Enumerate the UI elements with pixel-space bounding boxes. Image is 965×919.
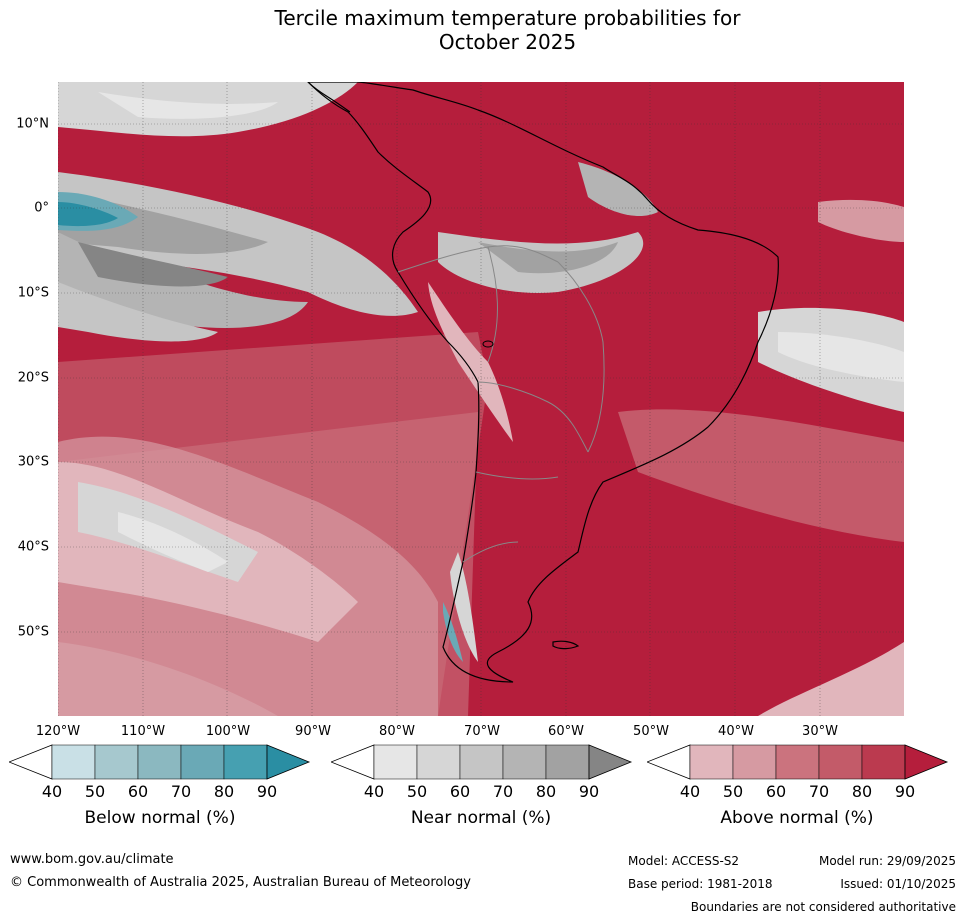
colorbar-swatch xyxy=(416,744,461,780)
lat-label: 0° xyxy=(34,200,49,216)
south-america-coastline xyxy=(307,82,779,683)
colorbar-tick: 60 xyxy=(449,782,471,801)
colorbar-swatch xyxy=(223,744,268,780)
lon-label: 30°W xyxy=(802,724,838,739)
lon-label: 90°W xyxy=(295,724,331,739)
colorbar-label-near: Near normal (%) xyxy=(410,808,552,828)
lat-label: 40°S xyxy=(17,539,49,555)
colorbar-near-normal xyxy=(331,744,633,780)
colorbar-above-normal xyxy=(647,744,949,780)
lat-label: 20°S xyxy=(17,370,49,386)
colorbar-tick: 60 xyxy=(127,782,149,801)
colorbar-label-below: Below normal (%) xyxy=(84,808,236,828)
colorbar-below-normal xyxy=(9,744,311,780)
colorbar-swatch xyxy=(180,744,225,780)
lon-label: 80°W xyxy=(379,724,415,739)
central-america-coastline xyxy=(307,82,351,113)
map-title: Tercile maximum temperature probabilitie… xyxy=(0,6,965,54)
map-canvas xyxy=(58,82,904,716)
colorbar-swatch xyxy=(266,744,311,780)
lon-label: 50°W xyxy=(633,724,669,739)
title-line-1: Tercile maximum temperature probabilitie… xyxy=(274,6,741,30)
lon-label: 60°W xyxy=(548,724,584,739)
colorbar-swatch xyxy=(545,744,590,780)
colorbar-tick: 80 xyxy=(851,782,873,801)
colorbar-tick: 90 xyxy=(256,782,278,801)
colorbar-tick: 90 xyxy=(578,782,600,801)
colorbar-swatch xyxy=(861,744,906,780)
lat-label: 50°S xyxy=(17,624,49,640)
lon-label: 120°W xyxy=(35,724,81,739)
colorbar-swatch xyxy=(459,744,504,780)
base-period-label: Base period: 1981-2018 xyxy=(628,877,773,891)
model-label: Model: ACCESS-S2 xyxy=(628,854,740,868)
colorbar-tick: 90 xyxy=(894,782,916,801)
issued-label: Issued: 01/10/2025 xyxy=(840,877,956,891)
copyright: © Commonwealth of Australia 2025, Austra… xyxy=(10,875,471,890)
colorbar-tick: 50 xyxy=(84,782,106,801)
colorbar-swatch xyxy=(94,744,139,780)
colorbar-swatch xyxy=(373,744,418,780)
probability-map xyxy=(58,82,904,716)
lon-label: 100°W xyxy=(205,724,251,739)
colorbar-swatch xyxy=(588,744,633,780)
colorbar-tick: 60 xyxy=(765,782,787,801)
lat-label: 10°N xyxy=(16,116,49,132)
lon-label: 40°W xyxy=(718,724,754,739)
colorbar-tick: 70 xyxy=(808,782,830,801)
colorbar-swatch xyxy=(904,744,949,780)
colorbar-swatch xyxy=(732,744,777,780)
colorbar-tick: 80 xyxy=(213,782,235,801)
colorbar-tick: 50 xyxy=(406,782,428,801)
disclaimer: Boundaries are not considered authoritat… xyxy=(690,900,956,914)
model-run-label: Model run: 29/09/2025 xyxy=(818,854,956,868)
lon-label: 70°W xyxy=(464,724,500,739)
title-line-2: October 2025 xyxy=(438,30,577,54)
colorbar-tick: 70 xyxy=(492,782,514,801)
colorbar-tick: 40 xyxy=(41,782,63,801)
colorbar-label-above: Above normal (%) xyxy=(720,808,874,828)
colorbar-tick: 40 xyxy=(679,782,701,801)
lat-label: 30°S xyxy=(17,454,49,470)
lat-label: 10°S xyxy=(17,285,49,301)
colorbar-swatch xyxy=(502,744,547,780)
colorbar-swatch xyxy=(775,744,820,780)
colorbar-swatch xyxy=(689,744,734,780)
colorbar-swatch xyxy=(137,744,182,780)
colorbar-swatch xyxy=(818,744,863,780)
colorbar-tick: 50 xyxy=(722,782,744,801)
website-link[interactable]: www.bom.gov.au/climate xyxy=(10,852,174,867)
colorbar-tick: 80 xyxy=(535,782,557,801)
colorbar-tick: 70 xyxy=(170,782,192,801)
colorbar-tick: 40 xyxy=(363,782,385,801)
lon-label: 110°W xyxy=(120,724,166,739)
colorbar-swatch xyxy=(51,744,96,780)
